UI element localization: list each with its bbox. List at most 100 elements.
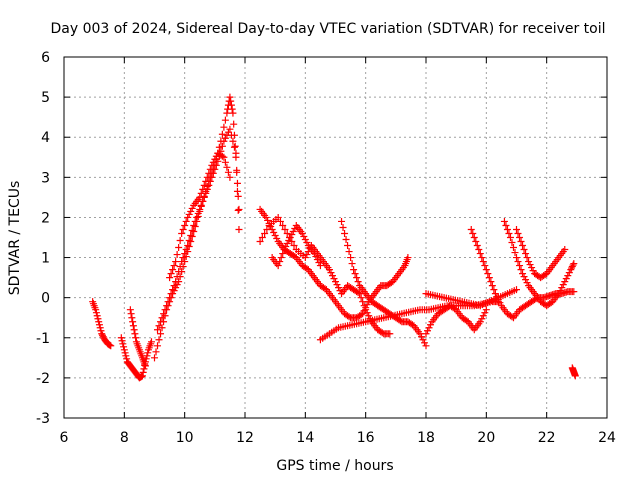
data-point bbox=[191, 217, 199, 225]
data-point bbox=[321, 285, 329, 293]
data-point bbox=[230, 143, 238, 151]
data-point bbox=[475, 246, 483, 254]
y-axis-label: SDTVAR / TECUs bbox=[7, 181, 23, 296]
data-point bbox=[378, 329, 386, 337]
data-point bbox=[276, 258, 284, 266]
data-point bbox=[178, 258, 186, 266]
data-point bbox=[164, 298, 172, 306]
data-point bbox=[514, 258, 522, 266]
series-layer bbox=[89, 93, 579, 382]
data-point bbox=[235, 225, 243, 233]
data-point bbox=[359, 310, 367, 318]
data-point bbox=[264, 216, 272, 224]
data-point bbox=[202, 177, 210, 185]
data-point bbox=[221, 116, 229, 124]
data-point bbox=[223, 109, 231, 117]
data-point bbox=[496, 299, 504, 307]
data-point bbox=[493, 293, 501, 301]
data-point bbox=[206, 165, 214, 173]
data-point bbox=[519, 270, 527, 278]
data-point bbox=[482, 306, 490, 314]
x-tick-label: 6 bbox=[60, 430, 69, 446]
data-point bbox=[523, 254, 531, 262]
data-point bbox=[166, 294, 174, 302]
data-point bbox=[408, 321, 416, 329]
data-point bbox=[281, 225, 289, 233]
data-point bbox=[561, 278, 569, 286]
data-point bbox=[157, 318, 165, 326]
data-point bbox=[141, 362, 149, 370]
x-tick-labels: 6 8 10 12 14 16 18 20 22 24 bbox=[60, 430, 616, 446]
data-point bbox=[94, 315, 102, 323]
data-point bbox=[119, 340, 127, 348]
data-point bbox=[386, 330, 394, 338]
data-point bbox=[131, 330, 139, 338]
data-point bbox=[473, 242, 481, 250]
data-point bbox=[193, 213, 201, 221]
data-point bbox=[179, 254, 187, 262]
data-point bbox=[303, 251, 311, 259]
data-point bbox=[228, 105, 236, 113]
data-point bbox=[503, 225, 511, 233]
data-point bbox=[362, 306, 370, 314]
y-tick-label: 4 bbox=[41, 130, 50, 146]
data-point bbox=[271, 231, 279, 239]
data-point bbox=[179, 225, 187, 233]
data-point bbox=[229, 109, 237, 117]
data-point bbox=[197, 189, 205, 197]
data-point bbox=[140, 365, 148, 373]
data-point bbox=[469, 229, 477, 237]
data-point bbox=[283, 229, 291, 237]
data-point bbox=[520, 273, 528, 281]
data-point bbox=[559, 281, 567, 289]
series-arc-late-3 bbox=[422, 302, 490, 338]
data-point bbox=[166, 274, 174, 282]
data-point bbox=[185, 243, 193, 251]
data-point bbox=[229, 137, 237, 145]
data-point bbox=[172, 278, 180, 286]
data-point bbox=[233, 187, 241, 195]
data-point bbox=[139, 368, 147, 376]
data-point bbox=[345, 248, 353, 256]
data-point bbox=[500, 217, 508, 225]
data-point bbox=[155, 336, 163, 344]
data-point bbox=[555, 290, 563, 298]
data-point bbox=[161, 306, 169, 314]
data-point bbox=[344, 242, 352, 250]
data-point bbox=[511, 249, 519, 257]
data-point bbox=[478, 315, 486, 323]
data-point bbox=[196, 205, 204, 213]
data-point bbox=[130, 326, 138, 334]
data-point bbox=[279, 250, 287, 258]
data-point bbox=[485, 274, 493, 282]
data-point bbox=[273, 235, 281, 243]
data-point bbox=[170, 262, 178, 270]
data-point bbox=[218, 142, 226, 150]
data-point bbox=[185, 237, 193, 245]
data-point bbox=[147, 338, 155, 346]
data-point bbox=[514, 229, 522, 237]
data-point bbox=[517, 238, 525, 246]
data-point bbox=[516, 234, 524, 241]
data-point bbox=[167, 290, 175, 298]
y-tick-label: 6 bbox=[41, 50, 50, 66]
data-point bbox=[513, 225, 520, 233]
data-point bbox=[335, 284, 343, 292]
data-point bbox=[520, 246, 528, 254]
data-point bbox=[227, 131, 235, 139]
data-point bbox=[396, 317, 404, 325]
data-point bbox=[187, 238, 195, 246]
data-point bbox=[181, 221, 189, 229]
data-point bbox=[513, 286, 520, 294]
data-point bbox=[303, 265, 311, 273]
data-point bbox=[509, 244, 517, 252]
data-point bbox=[327, 269, 335, 277]
data-point bbox=[567, 266, 575, 274]
data-point bbox=[197, 201, 205, 209]
data-point bbox=[482, 266, 490, 274]
data-point bbox=[529, 267, 537, 275]
data-point bbox=[215, 143, 223, 151]
data-point bbox=[562, 275, 570, 283]
data-point bbox=[227, 101, 235, 109]
series-arc-rise-2 bbox=[154, 125, 243, 334]
